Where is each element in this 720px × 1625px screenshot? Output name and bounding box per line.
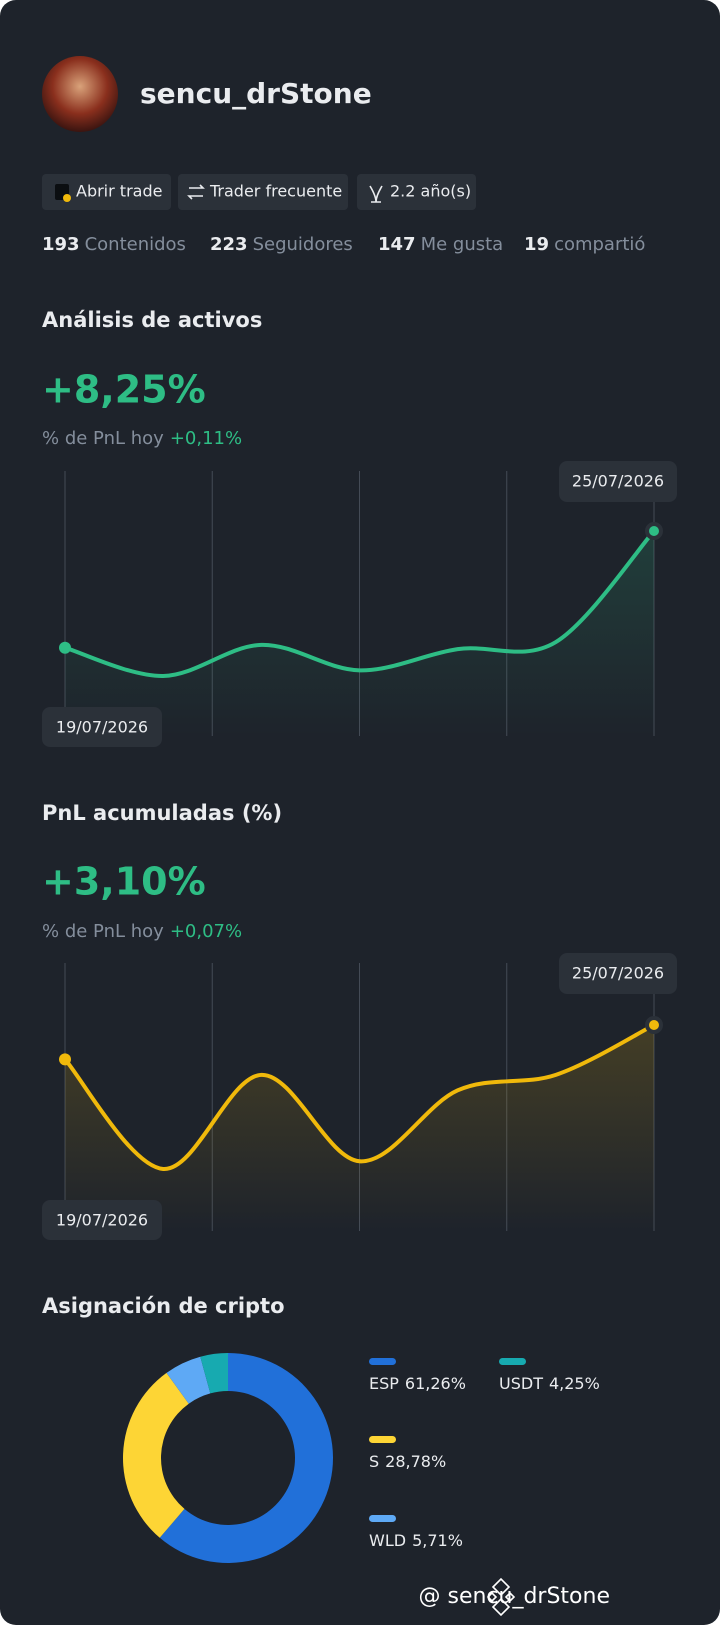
stat: 147 Me gusta <box>378 234 503 255</box>
badge-label: 2.2 año(s) <box>390 182 471 201</box>
legend-label: WLD 5,71% <box>369 1531 463 1550</box>
subtitle-label: % de PnL hoy <box>42 428 164 449</box>
legend-name: WLD <box>369 1531 406 1550</box>
stat-value: 223 <box>210 234 248 255</box>
date-label: 19/07/2026 <box>56 1211 148 1230</box>
badges: Abrir trade Trader frecuente 2.2 año(s) <box>42 174 476 210</box>
legend-name: S <box>369 1452 379 1471</box>
donut-slice <box>166 1356 211 1404</box>
legend-label: ESP 61,26% <box>369 1374 466 1393</box>
section-title: PnL acumuladas (%) <box>42 801 282 825</box>
legend-name: USDT <box>499 1374 543 1393</box>
watermark-logo <box>486 1577 516 1617</box>
subtitle-value: +0,07% <box>170 921 242 942</box>
area <box>65 531 654 736</box>
donut-slice <box>122 1372 189 1538</box>
username: sencu_drStone <box>140 77 372 110</box>
stat-label: compartió <box>554 234 645 255</box>
stat: 193 Contenidos <box>42 234 186 255</box>
legend-label: USDT 4,25% <box>499 1374 600 1393</box>
point <box>645 1016 663 1034</box>
badge-icon <box>63 194 71 202</box>
badge-label: Abrir trade <box>76 182 162 201</box>
stat: 19 compartió <box>524 234 645 255</box>
stat-value: 19 <box>524 234 549 255</box>
date-label: 25/07/2026 <box>572 964 664 983</box>
point <box>59 1053 71 1066</box>
stat-label: Contenidos <box>85 234 186 255</box>
date-label: 25/07/2026 <box>572 472 664 491</box>
badge[interactable] <box>357 174 476 210</box>
date-label: 19/07/2026 <box>56 718 148 737</box>
legend-value: 4,25% <box>549 1374 600 1393</box>
point <box>645 522 663 540</box>
legend-value: 61,26% <box>405 1374 466 1393</box>
legend-value: 28,78% <box>385 1452 446 1471</box>
section-title: Análisis de activos <box>42 308 262 332</box>
date-tag <box>42 707 162 747</box>
stats: 193 Contenidos 223 Seguidores 147 Me gusta … <box>42 234 645 255</box>
legend-value: 5,71% <box>412 1531 463 1550</box>
legend-swatch <box>369 1358 396 1365</box>
legend-label: S 28,78% <box>369 1452 446 1471</box>
stat-label: Seguidores <box>253 234 353 255</box>
legend-swatch <box>369 1436 396 1443</box>
line <box>64 529 656 679</box>
stat-label: Me gusta <box>421 234 504 255</box>
badge[interactable] <box>178 174 348 210</box>
subtitle-label: % de PnL hoy <box>42 921 164 942</box>
donut-slice <box>200 1353 228 1394</box>
subtitle: % de PnL hoy +0,11% <box>42 428 242 449</box>
donut-slice <box>159 1353 333 1563</box>
avatar[interactable] <box>42 56 118 132</box>
point <box>59 641 71 654</box>
legend-swatch <box>499 1358 526 1365</box>
stat: 223 Seguidores <box>210 234 353 255</box>
date-tag <box>42 1200 162 1240</box>
badge-icon <box>187 184 205 200</box>
legend-name: ESP <box>369 1374 399 1393</box>
subtitle-value: +0,11% <box>170 428 242 449</box>
subtitle: % de PnL hoy +0,07% <box>42 921 242 942</box>
badge[interactable] <box>42 174 171 210</box>
headline: +3,10% <box>42 860 206 904</box>
headline: +8,25% <box>42 368 206 412</box>
badge-icon <box>369 185 383 203</box>
date-tag <box>559 953 677 994</box>
date-tag <box>559 461 677 502</box>
section-title: Asignación de cripto <box>42 1294 285 1318</box>
line <box>63 1023 655 1172</box>
stat-value: 147 <box>378 234 416 255</box>
legend-swatch <box>369 1515 396 1522</box>
badge-label: Trader frecuente <box>209 182 342 201</box>
area <box>65 1025 654 1231</box>
stat-value: 193 <box>42 234 80 255</box>
